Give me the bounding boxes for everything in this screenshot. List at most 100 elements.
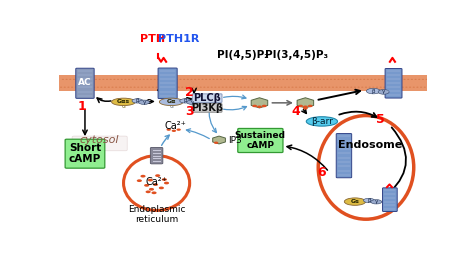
Circle shape xyxy=(266,87,268,88)
Circle shape xyxy=(172,130,176,132)
Ellipse shape xyxy=(364,198,374,203)
FancyBboxPatch shape xyxy=(65,139,105,168)
Ellipse shape xyxy=(138,100,150,104)
Circle shape xyxy=(380,87,382,88)
Text: Endoplasmic
reticulum: Endoplasmic reticulum xyxy=(128,205,185,224)
Circle shape xyxy=(361,87,364,88)
Circle shape xyxy=(183,79,185,80)
Circle shape xyxy=(78,87,81,88)
Circle shape xyxy=(348,79,351,80)
Circle shape xyxy=(132,79,134,80)
FancyBboxPatch shape xyxy=(192,104,222,112)
Circle shape xyxy=(356,79,358,80)
Text: PI(3,4,5)P₃: PI(3,4,5)P₃ xyxy=(264,50,328,60)
Text: PI(4,5)P₂: PI(4,5)P₂ xyxy=(217,50,269,60)
Ellipse shape xyxy=(187,100,198,104)
Circle shape xyxy=(82,87,84,88)
Circle shape xyxy=(161,79,163,80)
FancyBboxPatch shape xyxy=(383,188,397,212)
Circle shape xyxy=(326,79,328,80)
Text: γ: γ xyxy=(374,199,378,204)
Text: β: β xyxy=(136,98,139,103)
Circle shape xyxy=(409,87,411,88)
Circle shape xyxy=(141,87,143,88)
Circle shape xyxy=(403,79,406,80)
Circle shape xyxy=(109,79,112,80)
Circle shape xyxy=(249,79,251,80)
Circle shape xyxy=(273,87,275,88)
Circle shape xyxy=(163,87,165,88)
Circle shape xyxy=(207,87,209,88)
Circle shape xyxy=(405,87,408,88)
Circle shape xyxy=(146,79,148,80)
Circle shape xyxy=(185,87,187,88)
Circle shape xyxy=(346,87,349,88)
Circle shape xyxy=(389,79,391,80)
FancyBboxPatch shape xyxy=(76,68,94,98)
Circle shape xyxy=(166,87,169,88)
Circle shape xyxy=(282,79,284,80)
Text: PI3Kβ: PI3Kβ xyxy=(191,103,223,113)
FancyBboxPatch shape xyxy=(336,134,352,178)
FancyBboxPatch shape xyxy=(238,129,283,152)
Ellipse shape xyxy=(378,90,389,94)
Circle shape xyxy=(258,87,261,88)
Text: γ: γ xyxy=(191,100,194,105)
Circle shape xyxy=(235,79,237,80)
Circle shape xyxy=(225,87,228,88)
Circle shape xyxy=(164,79,167,80)
Circle shape xyxy=(367,79,369,80)
Circle shape xyxy=(205,79,207,80)
Circle shape xyxy=(341,79,343,80)
Circle shape xyxy=(420,87,422,88)
Circle shape xyxy=(187,79,189,80)
Text: 2: 2 xyxy=(185,86,194,99)
Circle shape xyxy=(303,107,308,109)
Circle shape xyxy=(126,87,128,88)
Circle shape xyxy=(308,105,312,107)
Circle shape xyxy=(86,87,88,88)
Circle shape xyxy=(111,87,114,88)
Circle shape xyxy=(308,79,310,80)
Circle shape xyxy=(262,105,266,107)
Text: PTH: PTH xyxy=(140,34,165,44)
Circle shape xyxy=(253,79,255,80)
Circle shape xyxy=(357,87,360,88)
Circle shape xyxy=(244,87,246,88)
Circle shape xyxy=(76,79,79,80)
Circle shape xyxy=(137,87,139,88)
Circle shape xyxy=(237,87,238,88)
Ellipse shape xyxy=(180,99,191,103)
Circle shape xyxy=(383,87,385,88)
Text: G: G xyxy=(169,104,173,109)
Circle shape xyxy=(310,87,312,88)
Text: 1: 1 xyxy=(78,100,87,113)
Circle shape xyxy=(104,87,106,88)
Circle shape xyxy=(229,87,231,88)
Text: Gs: Gs xyxy=(351,199,359,204)
Circle shape xyxy=(73,79,75,80)
Circle shape xyxy=(201,79,204,80)
Text: cytosol: cytosol xyxy=(80,135,119,145)
Ellipse shape xyxy=(344,198,365,205)
Circle shape xyxy=(374,79,376,80)
Circle shape xyxy=(155,174,160,177)
Circle shape xyxy=(302,87,305,88)
Circle shape xyxy=(69,79,72,80)
Text: β-arr: β-arr xyxy=(311,117,333,126)
Circle shape xyxy=(155,87,158,88)
Circle shape xyxy=(275,79,277,80)
Circle shape xyxy=(339,87,341,88)
Circle shape xyxy=(140,175,146,178)
Circle shape xyxy=(337,79,339,80)
Text: G: G xyxy=(122,104,126,109)
Circle shape xyxy=(145,87,146,88)
Text: γ: γ xyxy=(143,100,146,105)
Circle shape xyxy=(212,79,215,80)
Circle shape xyxy=(354,87,356,88)
Circle shape xyxy=(264,79,266,80)
Circle shape xyxy=(203,87,205,88)
Circle shape xyxy=(247,87,249,88)
Circle shape xyxy=(240,87,242,88)
Ellipse shape xyxy=(132,99,143,103)
